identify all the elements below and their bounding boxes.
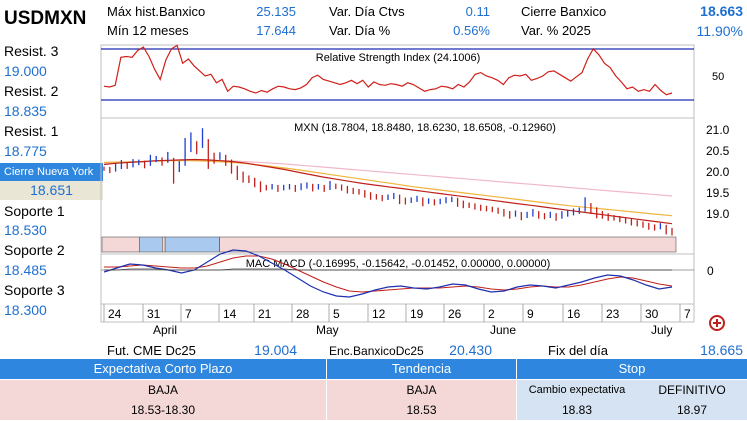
rsi-tick-50: 50 [712,71,724,83]
x-tick-label: 5 [333,307,340,321]
resist-1-value: 18.775 [4,143,47,159]
header-expectativa: Expectativa Corto Plazo [0,359,326,379]
trend-segment [101,236,140,253]
trend-segment [162,236,166,253]
soporte-3-value: 18.300 [4,302,47,318]
x-month-label: April [153,323,177,337]
macd-title: MAC MACD (-0.16995, -0.15642, -0.01452, … [246,258,551,270]
definitivo-label: DEFINITIVO [637,380,747,400]
cierre-banxico-value: 18.663 [700,3,743,19]
symbol-title: USDMXN [4,8,87,29]
x-month-label: June [490,323,516,337]
x-tick-label: 31 [147,307,161,321]
x-tick-label: 2 [488,307,495,321]
price-tick-19-5: 19.5 [706,186,730,200]
header-stop: Stop [517,359,747,379]
soporte-2-label: Soporte 2 [4,242,65,258]
header-tendencia: Tendencia [327,359,516,379]
resist-3-label: Resist. 3 [4,43,59,59]
x-month-label: July [651,323,672,337]
max-hist-value: 25.135 [256,4,296,19]
rsi-title: Relative Strength Index (24.1006) [316,52,481,64]
var-ctvs-value: 0.11 [465,4,490,19]
ma2-series-line [103,160,673,217]
trend-segment [219,236,677,253]
cambio-expectativa-value: 18.83 [517,400,637,420]
expectativa-range: 18.53-18.30 [0,400,326,420]
resist-2-value: 18.835 [4,103,47,119]
ma1-series-line [103,158,673,225]
enc-banxico-label: Enc.BanxicoDc25 [329,344,424,358]
var-pct-label: Var. Día % [329,23,391,38]
tendencia-value: BAJA [327,380,516,400]
x-tick-label: 24 [108,307,122,321]
x-tick-label: 9 [527,307,534,321]
price-tick-20-5: 20.5 [706,144,730,158]
soporte-3-label: Soporte 3 [4,282,65,298]
x-month-label: May [316,323,339,337]
x-tick-label: 28 [296,307,310,321]
x-tick-label: 14 [223,307,237,321]
ny-close-value: 18.651 [0,181,103,200]
x-tick-label: 12 [372,307,386,321]
price-tick-21: 21.0 [706,123,730,137]
fut-cme-label: Fut. CME Dc25 [107,343,196,358]
var-2025-label: Var. % 2025 [521,23,591,38]
price-title: MXN (18.7804, 18.8480, 18.6230, 18.6508,… [294,122,556,134]
var-2025-value: 11.90% [696,23,743,39]
fix-dia-value: 18.665 [700,342,743,358]
soporte-1-label: Soporte 1 [4,203,65,219]
resist-1-label: Resist. 1 [4,123,59,139]
cambio-expectativa-label: Cambio expectativa [517,380,637,400]
tendencia-level: 18.53 [327,400,516,420]
fix-dia-label: Fix del día [548,343,608,358]
var-ctvs-label: Var. Día Ctvs [329,4,405,19]
trend-segment [164,236,220,253]
resist-3-value: 19.000 [4,63,47,79]
resist-2-label: Resist. 2 [4,83,59,99]
chart-tool-icon[interactable] [709,315,725,331]
soporte-2-value: 18.485 [4,262,47,278]
x-tick-label: 7 [185,307,192,321]
x-tick-label: 21 [258,307,272,321]
x-tick-label: 30 [645,307,659,321]
x-tick-label: 19 [410,307,424,321]
x-tick-label: 7 [684,307,691,321]
expectativa-value: BAJA [0,380,326,400]
definitivo-value: 18.97 [637,400,747,420]
enc-banxico-value: 20.430 [449,342,492,358]
price-tick-19: 19.0 [706,207,730,221]
macd-main-line [103,249,673,298]
price-tick-20: 20.0 [706,165,730,179]
price-bars [103,128,673,236]
trend-strip [101,236,677,253]
macd-tick-0: 0 [707,264,714,278]
price-chart[interactable]: Relative Strength Index (24.1006) 50 MXN… [0,0,747,345]
ma3-series-line [103,159,673,197]
rsi-series-line [103,44,673,96]
soporte-1-value: 18.530 [4,222,47,238]
x-axis: 24 31 7 14 21 28 5 12 19 26 2 9 16 23 30 7 April May June J… [103,304,691,337]
trend-segment [139,236,163,253]
ny-close-label: Cierre Nueva York [0,163,103,181]
x-tick-label: 26 [448,307,462,321]
min-12m-label: Mín 12 meses [107,23,189,38]
fut-cme-value: 19.004 [254,342,297,358]
max-hist-label: Máx hist.Banxico [107,4,206,19]
min-12m-value: 17.644 [256,23,296,38]
var-pct-value: 0.56% [453,23,490,38]
x-tick-label: 23 [606,307,620,321]
x-tick-label: 16 [567,307,581,321]
macd-hist-line [104,268,672,271]
cierre-banxico-label: Cierre Banxico [521,4,607,19]
